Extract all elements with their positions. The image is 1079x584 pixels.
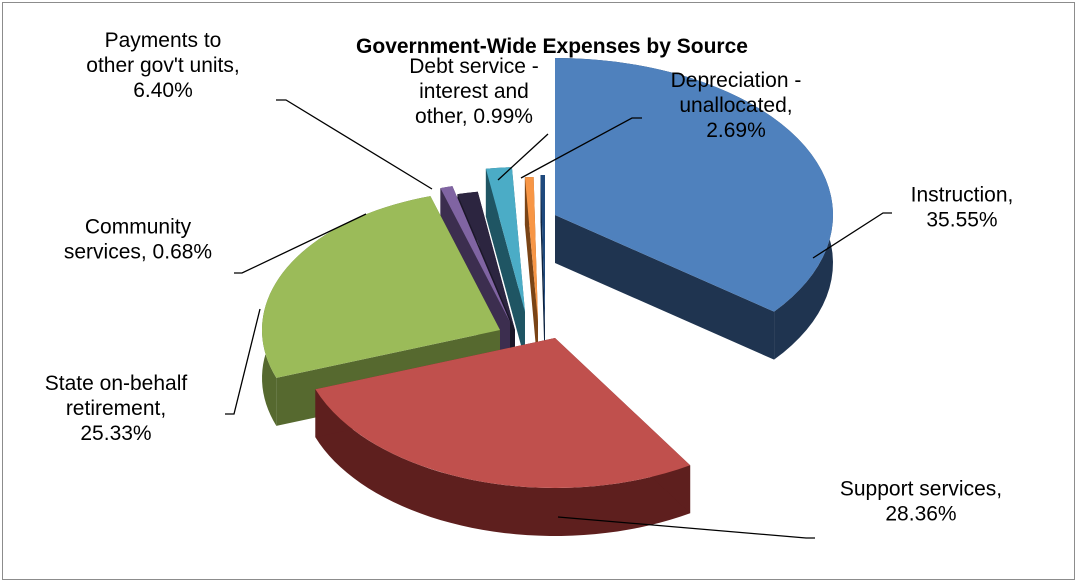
leader-line-payments-to-other-gov-t-units bbox=[276, 99, 433, 190]
label-line: other gov't units, bbox=[86, 54, 239, 77]
slice-wall bbox=[555, 215, 775, 360]
data-label-instruction: Instruction, 35.55% bbox=[911, 184, 1014, 232]
data-label-community-services: Community services, 0.68% bbox=[64, 216, 212, 264]
label-line: Payments to bbox=[105, 29, 222, 52]
label-line: Instruction, bbox=[911, 184, 1014, 207]
data-label-state-on-behalf-retirement: State on-behalf retirement, 25.33% bbox=[45, 372, 188, 445]
data-label-debt-service-interest-and-other: Debt service -interest and other, 0.99% bbox=[409, 55, 539, 128]
leader-line-community-services bbox=[234, 213, 367, 274]
leader-line-instruction bbox=[812, 212, 892, 259]
label-line: unallocated, bbox=[679, 94, 792, 117]
slice-wall bbox=[540, 175, 545, 373]
label-line: State on-behalf bbox=[45, 372, 188, 395]
leader-lines bbox=[225, 99, 892, 539]
label-line: Support services, bbox=[840, 478, 1002, 501]
slice-payments-to-other-gov-t-units bbox=[485, 167, 525, 360]
data-label-support-services: Support services, 28.36% bbox=[840, 478, 1002, 526]
chart-title: Government-Wide Expenses by Source bbox=[356, 35, 748, 58]
slice-top bbox=[485, 167, 525, 312]
slice-top bbox=[315, 338, 691, 489]
slice-top bbox=[440, 186, 510, 322]
label-line: 6.40% bbox=[133, 79, 193, 102]
label-line: 35.55% bbox=[926, 209, 997, 232]
label-line: other, 0.99% bbox=[415, 105, 533, 128]
slice-depreciation-unallocated bbox=[540, 175, 545, 373]
label-line: 28.36% bbox=[885, 503, 956, 526]
slice-top bbox=[524, 177, 538, 322]
slice-wall bbox=[524, 177, 538, 370]
slice-top bbox=[540, 175, 545, 325]
label-line: retirement, bbox=[66, 397, 166, 420]
slice-support-services bbox=[315, 338, 691, 536]
label-line: Debt service - bbox=[409, 55, 539, 78]
label-line: services, 0.68% bbox=[64, 241, 212, 264]
slice-side bbox=[315, 389, 691, 536]
label-line: 2.69% bbox=[706, 119, 766, 142]
label-line: Community bbox=[85, 216, 192, 239]
leader-line-state-on-behalf-retirement bbox=[225, 308, 261, 415]
leader-line-debt-service-interest-and-other bbox=[497, 133, 549, 181]
slice-top bbox=[262, 196, 500, 378]
slice-top bbox=[457, 191, 515, 330]
slice-debt-service-interest-and-other bbox=[524, 177, 538, 370]
label-line: 25.33% bbox=[80, 422, 151, 445]
label-line: Depreciation - bbox=[671, 69, 802, 92]
pie-slices bbox=[262, 58, 834, 536]
leader-line-support-services bbox=[557, 516, 815, 539]
leader-line-depreciation-unallocated bbox=[520, 117, 642, 179]
label-line: interest and bbox=[419, 80, 529, 103]
data-label-payments-to-other-gov-t-units: Payments to other gov't units, 6.40% bbox=[86, 29, 239, 102]
slice-wall bbox=[485, 168, 525, 360]
data-label-depreciation-unallocated: Depreciation -unallocated, 2.69% bbox=[671, 69, 802, 142]
slice-labels: Instruction, 35.55% Support services, 28.36… bbox=[45, 29, 1014, 526]
